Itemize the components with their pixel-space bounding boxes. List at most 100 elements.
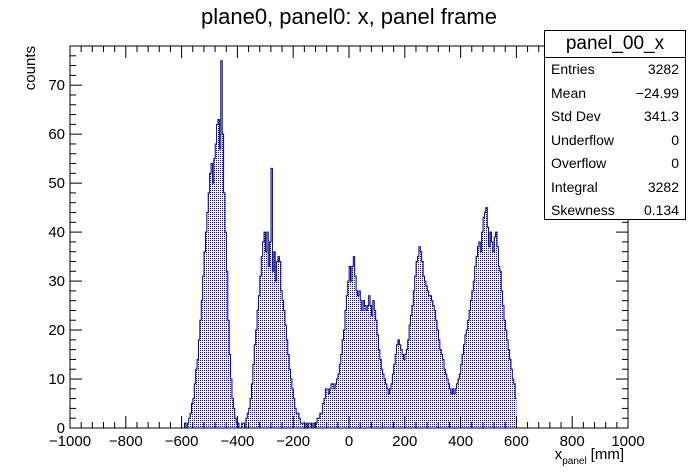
stats-row: Std Dev 341.3: [551, 108, 679, 128]
histogram-bar: [318, 418, 320, 428]
histogram-bar: [390, 383, 393, 428]
histogram-bar: [459, 374, 461, 428]
histogram-bar: [386, 388, 389, 428]
histogram-bar: [251, 383, 253, 428]
histogram-bar: [420, 251, 422, 428]
histogram-bar: [372, 300, 375, 428]
histogram-bar: [450, 393, 453, 428]
histogram-bar: [397, 339, 400, 428]
histogram-bar: [503, 320, 506, 428]
stats-row-label: Integral: [551, 178, 598, 195]
histogram-bar: [261, 256, 263, 428]
histogram-bar: [194, 383, 196, 428]
histogram-bar: [406, 349, 408, 428]
histogram-bar: [448, 383, 450, 428]
histogram-bar: [488, 246, 491, 428]
histogram-bar: [455, 388, 457, 428]
histogram-bar: [464, 334, 467, 428]
histogram-bar: [252, 364, 255, 428]
histogram-bar: [321, 413, 323, 428]
histogram-bar: [308, 423, 311, 428]
x-tick-label: −400: [221, 433, 255, 450]
histogram-bar: [294, 408, 297, 428]
histogram-bar: [403, 359, 405, 428]
histogram-bar: [381, 369, 383, 428]
stats-row-value: 0: [671, 131, 679, 148]
stats-row-value: 3282: [647, 61, 679, 77]
histogram-bar: [195, 369, 198, 428]
histogram-bar: [224, 232, 227, 428]
histogram-bar: [501, 290, 503, 428]
histogram-bar: [363, 300, 365, 428]
histogram-bar: [236, 423, 238, 428]
histogram-bar: [197, 359, 199, 428]
histogram-bar: [410, 315, 412, 428]
histogram-bar: [229, 354, 231, 428]
histogram-bar: [477, 246, 479, 428]
histogram-bar: [198, 339, 200, 428]
histogram-bar: [474, 266, 477, 428]
histogram-bar: [499, 271, 502, 428]
histogram-bar: [349, 266, 351, 428]
histogram-bar: [300, 423, 302, 428]
histogram-bar: [462, 354, 464, 428]
histogram-bar: [452, 388, 454, 428]
histogram-bar: [266, 232, 269, 428]
stats-title: panel_00_x: [545, 31, 685, 58]
histogram-bar: [257, 310, 259, 428]
histogram-bar: [231, 398, 234, 428]
stats-row: Integral 3282: [551, 179, 679, 199]
stats-row-value: 0: [671, 155, 679, 171]
histogram-bar: [512, 379, 514, 428]
histogram-bar: [255, 330, 258, 428]
histogram-bar: [400, 349, 403, 428]
histogram-bar: [379, 359, 382, 428]
histogram-bar: [319, 413, 322, 428]
histogram-bar: [333, 388, 336, 428]
histogram-bar: [303, 423, 305, 428]
histogram-bar: [441, 354, 443, 428]
histogram-bar: [305, 423, 308, 428]
histogram-bar: [279, 261, 281, 428]
histogram-bar: [233, 408, 235, 428]
histogram-bar: [190, 413, 192, 428]
histogram-bar: [350, 281, 352, 428]
stats-row-value: 3282: [647, 178, 679, 195]
stats-row-label: Entries: [551, 61, 595, 77]
histogram-bar: [395, 354, 397, 428]
y-axis-label: counts: [22, 46, 39, 90]
histogram-bar: [431, 300, 433, 428]
histogram-bar: [287, 354, 290, 428]
histogram-bar: [449, 388, 451, 428]
stats-row-value: −24.99: [635, 84, 679, 101]
stats-row: Mean −24.99: [551, 85, 679, 105]
stats-row: Skewness 0.134: [551, 202, 679, 222]
histogram-bar: [382, 374, 385, 428]
stats-row: Underflow 0: [551, 132, 679, 152]
histogram-bar: [329, 388, 332, 428]
histogram-bar: [427, 290, 429, 428]
stats-row-label: Overflow: [551, 155, 607, 171]
histogram-bar: [367, 305, 369, 428]
stats-row: Entries 3282: [551, 61, 679, 81]
histogram-bar: [364, 305, 366, 428]
histogram-bar: [502, 305, 504, 428]
chart-title: plane0, panel0: x, panel frame: [201, 4, 497, 29]
stats-row: Overflow 0: [551, 155, 679, 175]
y-tick-label: 0: [57, 420, 65, 437]
x-tick-label: 800: [560, 433, 585, 450]
histogram-bar: [271, 168, 273, 428]
histogram-bar: [470, 300, 472, 428]
histogram-bar: [484, 212, 486, 428]
histogram-bar: [480, 251, 482, 428]
histogram-bar: [456, 383, 458, 428]
histogram-bar: [358, 290, 361, 428]
histogram-bar: [342, 339, 344, 428]
histogram-bar: [298, 418, 301, 428]
histogram-bar: [317, 418, 319, 428]
x-tick-label: 600: [504, 433, 529, 450]
histogram-bar: [423, 276, 425, 428]
histogram-bar: [389, 388, 391, 428]
histogram-bar: [335, 383, 337, 428]
histogram-bar: [351, 266, 354, 428]
